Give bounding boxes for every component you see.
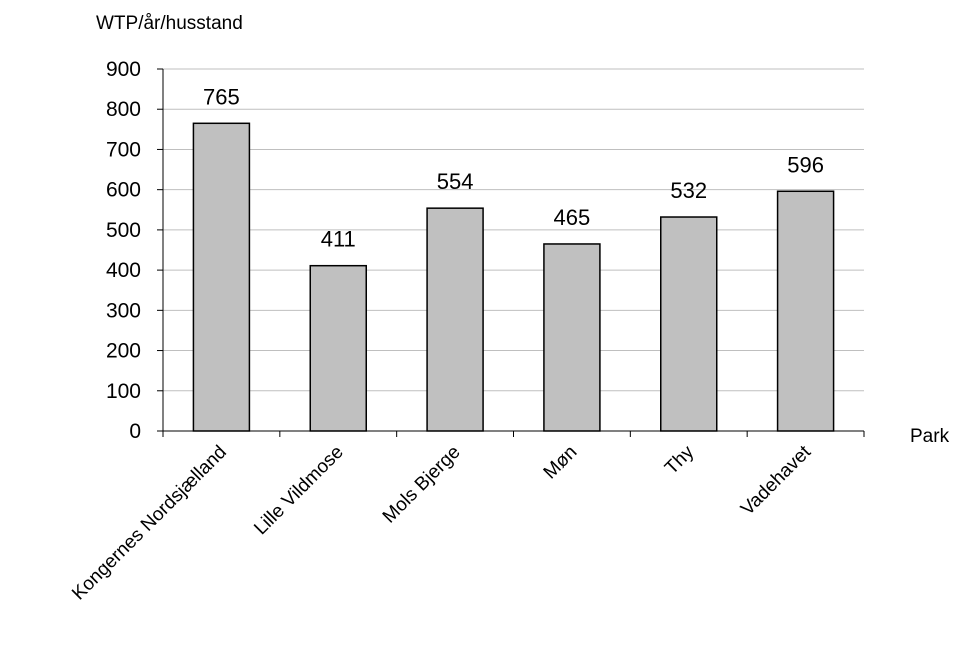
x-tick-label: Vadehavet: [737, 441, 816, 520]
y-tick-label: 800: [106, 98, 141, 121]
bar: [192, 122, 251, 432]
bar: [309, 264, 367, 432]
bar: [543, 243, 601, 432]
y-tick-label: 500: [106, 219, 141, 242]
x-tick-label: Thy: [661, 441, 699, 479]
data-label: 554: [437, 169, 474, 194]
y-tick-label: 300: [106, 299, 141, 322]
y-tick-label: 700: [106, 138, 141, 161]
x-axis-title: Park: [910, 426, 950, 447]
data-label: 532: [670, 178, 707, 203]
bar: [660, 216, 718, 432]
x-tick-label: Mols Bjerge: [379, 442, 465, 528]
x-tick-label: Kongernes Nordsjælland: [68, 442, 231, 605]
y-tick-label: 900: [106, 58, 141, 81]
data-label: 596: [787, 152, 824, 177]
y-tick-label: 200: [106, 340, 141, 363]
data-labels: 765 411 554 465 532 596: [203, 84, 824, 251]
x-tick-labels: Kongernes Nordsjælland Lille Vildmose Mols…: [68, 431, 865, 605]
y-tick-label: 0: [129, 420, 141, 443]
data-label: 465: [554, 205, 591, 230]
bar: [426, 207, 484, 432]
data-label: 411: [321, 227, 356, 252]
bar: [776, 190, 835, 432]
y-tick-labels: 0 100 200 300 400 500 600 700 800 900: [106, 58, 163, 443]
bars: [192, 122, 835, 432]
y-tick-label: 400: [106, 259, 141, 282]
gridlines: [163, 68, 864, 392]
axes: [162, 69, 864, 432]
x-tick-label: Møn: [540, 442, 582, 484]
y-tick-label: 600: [106, 179, 141, 202]
x-tick-label: Lille Vildmose: [250, 442, 348, 540]
data-label: 765: [203, 84, 240, 109]
y-tick-label: 100: [106, 380, 141, 403]
y-axis-title: WTP/år/husstand: [96, 13, 243, 34]
